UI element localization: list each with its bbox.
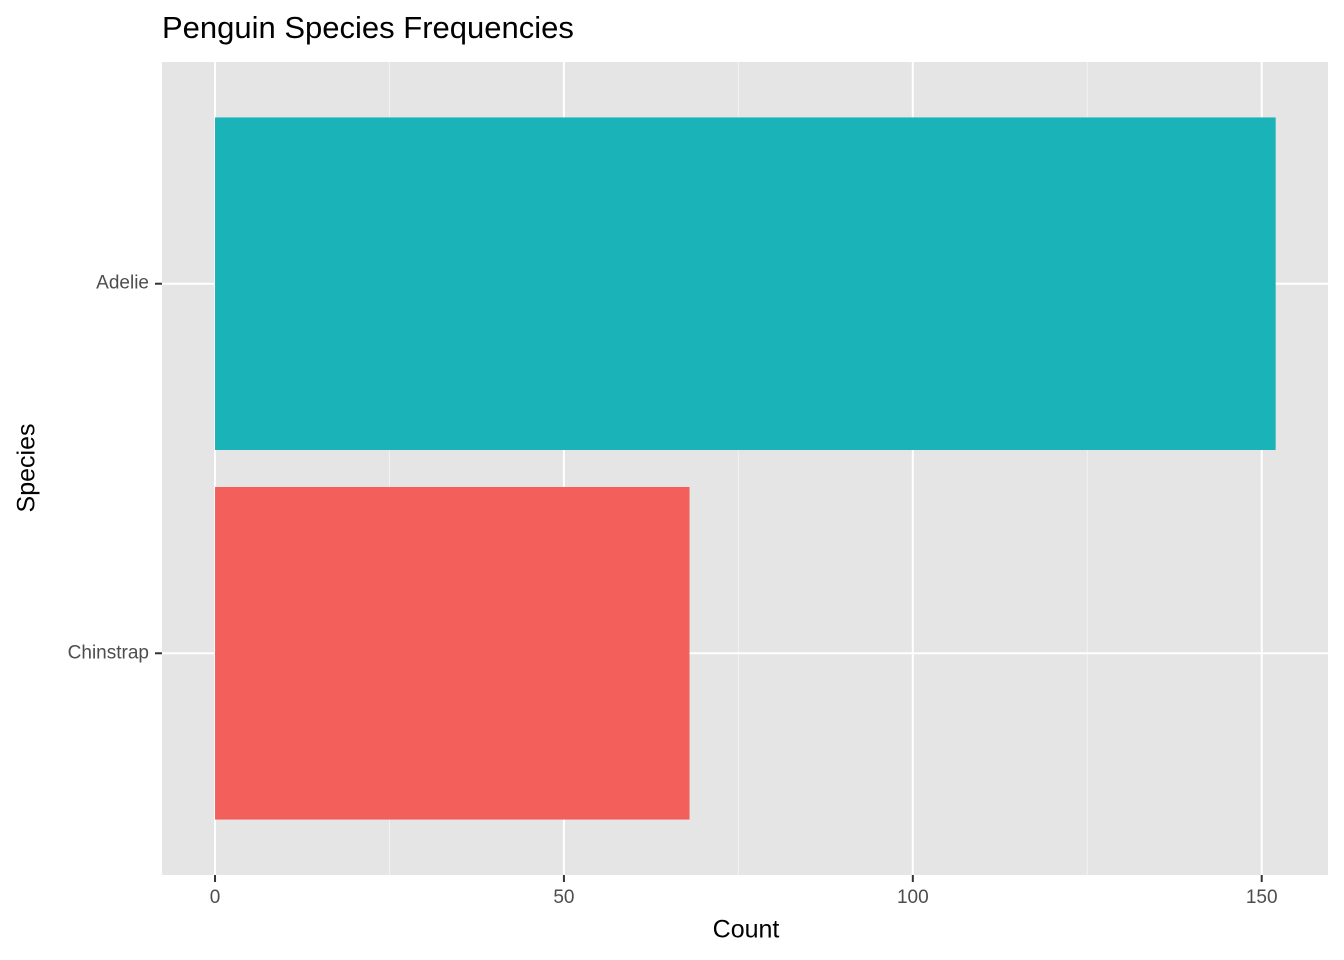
bar [215,486,690,820]
x-tick-label: 150 [1246,887,1278,908]
bar [215,117,1276,451]
x-tick-label: 50 [553,887,574,908]
y-axis-title: Species [13,424,41,513]
x-tick-label: 0 [210,887,221,908]
y-tick-label: Chinstrap [68,642,149,663]
y-tick-label: Adelie [96,273,149,294]
chart-title: Penguin Species Frequencies [162,10,574,45]
x-tick-label: 100 [897,887,929,908]
x-axis-title: Count [713,916,780,944]
